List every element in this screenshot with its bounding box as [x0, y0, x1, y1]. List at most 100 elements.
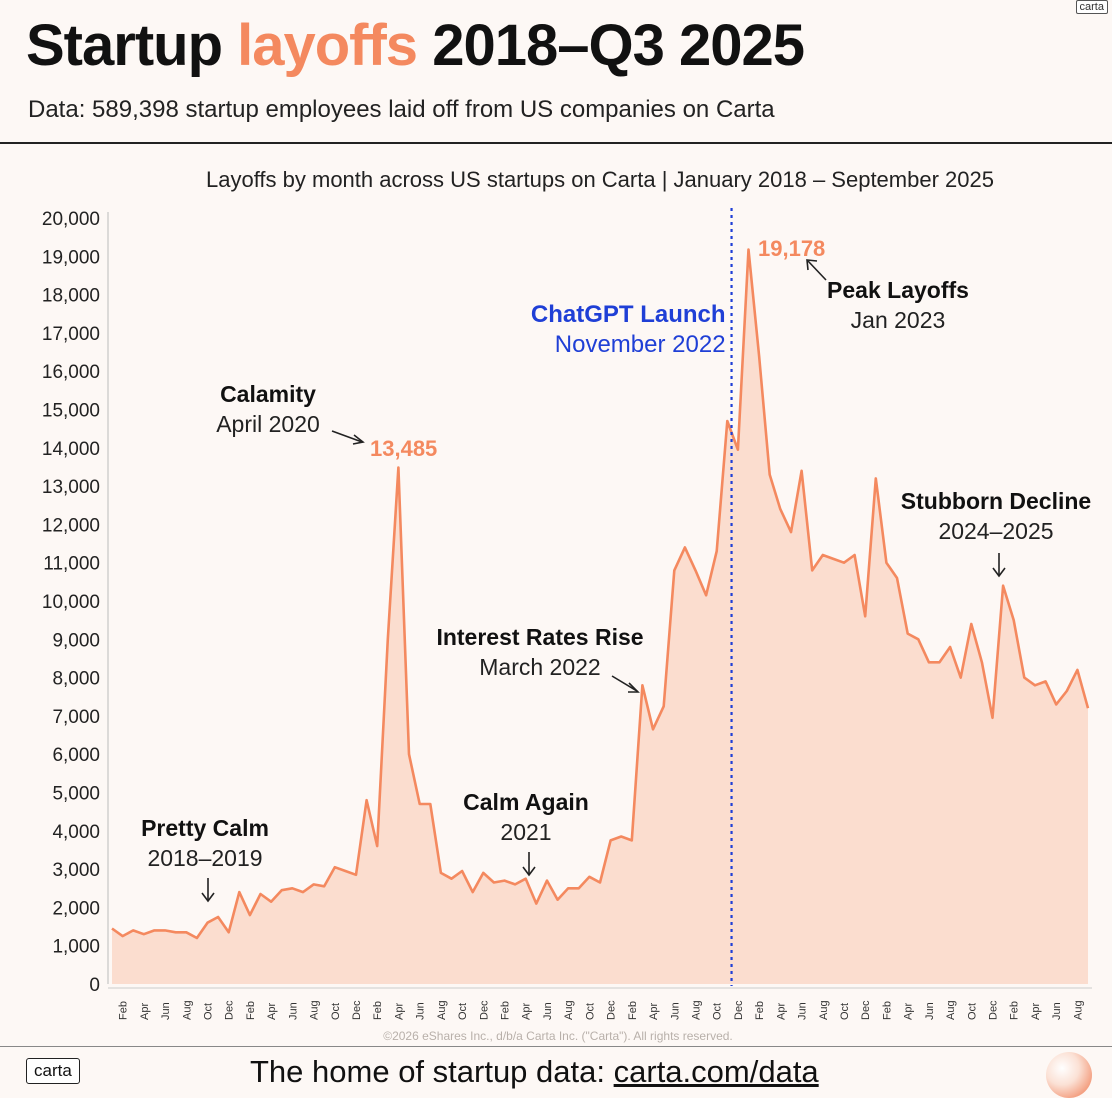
x-tick-label: Apr	[775, 1003, 787, 1020]
footer-tagline: The home of startup data: carta.com/data	[250, 1054, 819, 1090]
chatgpt-line-group: ChatGPT Launch November 2022	[531, 208, 733, 986]
x-tick-label: Aug	[690, 1000, 702, 1020]
annotation-calamity-title: Calamity	[220, 381, 316, 407]
header-divider	[0, 142, 1112, 144]
x-tick-label: Feb	[372, 1001, 384, 1020]
y-tick-label: 20,000	[42, 209, 100, 230]
x-tick-label: Jun	[542, 1002, 554, 1020]
arrow-right-icon	[331, 430, 365, 445]
x-tick-label: Oct	[330, 1003, 342, 1020]
y-tick-label: 4,000	[52, 822, 100, 843]
x-tick-label: Apr	[648, 1003, 660, 1020]
x-tick-label: Jun	[287, 1002, 299, 1020]
x-tick-label: Feb	[118, 1001, 130, 1020]
y-tick-label: 7,000	[52, 707, 100, 728]
title-post: 2018–Q3 2025	[432, 13, 805, 78]
x-tick-label: Dec	[351, 1000, 363, 1020]
y-tick-label: 15,000	[42, 401, 100, 422]
x-tick-label: Oct	[839, 1003, 851, 1020]
chatgpt-label: ChatGPT Launch	[531, 301, 726, 328]
layoffs-area	[112, 249, 1088, 984]
annotation-peak-title: Peak Layoffs	[827, 277, 969, 303]
arrow-down-icon	[522, 852, 536, 877]
x-tick-label: Oct	[202, 1003, 214, 1020]
x-tick-label: Aug	[818, 1000, 830, 1020]
x-tick-label: Oct	[457, 1003, 469, 1020]
x-tick-label: Jun	[669, 1002, 681, 1020]
y-tick-label: 19,000	[42, 247, 100, 268]
x-tick-label: Dec	[224, 1000, 236, 1020]
x-tick-label: Apr	[521, 1003, 533, 1020]
annotation-calamity-sub: April 2020	[216, 411, 320, 437]
arrow-up-left-icon	[806, 259, 827, 281]
annotation-calm-again: Calm Again 2021	[463, 789, 589, 877]
y-tick-label: 3,000	[52, 860, 100, 881]
y-axis: 0 1,000 2,000 3,000 4,000 5,000 6,000 7,000 8,00…	[42, 209, 109, 996]
x-tick-label: Apr	[1030, 1003, 1042, 1020]
annotation-interest-rates-sub: March 2022	[479, 654, 600, 680]
chatgpt-date: November 2022	[555, 331, 726, 358]
arrow-down-icon	[992, 553, 1006, 578]
y-tick-label: 1,000	[52, 937, 100, 958]
y-tick-label: 5,000	[52, 784, 100, 805]
y-tick-label: 9,000	[52, 630, 100, 651]
arrow-down-icon	[201, 878, 215, 903]
x-tick-label: Aug	[309, 1000, 321, 1020]
y-tick-label: 0	[89, 975, 100, 996]
x-tick-label: Apr	[903, 1003, 915, 1020]
x-tick-label: Dec	[860, 1000, 872, 1020]
annotation-pretty-calm-sub: 2018–2019	[147, 845, 262, 871]
y-tick-label: 10,000	[42, 592, 100, 613]
x-tick-label: Aug	[181, 1000, 193, 1020]
x-tick-label: Feb	[754, 1001, 766, 1020]
annotation-interest-rates: Interest Rates Rise March 2022	[436, 624, 644, 693]
x-tick-label: Jun	[1051, 1002, 1063, 1020]
layoffs-line	[111, 248, 1090, 940]
x-tick-label: Jun	[160, 1002, 172, 1020]
carta-badge-icon	[1046, 1052, 1092, 1098]
annotation-stubborn-sub: 2024–2025	[938, 518, 1053, 544]
y-tick-label: 16,000	[42, 362, 100, 383]
footer-text: The home of startup data:	[250, 1054, 605, 1089]
y-tick-label: 17,000	[42, 324, 100, 345]
x-tick-label: Feb	[245, 1001, 257, 1020]
annotation-interest-rates-title: Interest Rates Rise	[436, 624, 643, 650]
copyright-text: ©2026 eShares Inc., d/b/a Carta Inc. ("C…	[383, 1029, 733, 1043]
x-tick-label: Apr	[139, 1003, 151, 1020]
page-title: Startup layoffs 2018–Q3 2025	[26, 6, 805, 86]
footer-link[interactable]: carta.com/data	[613, 1054, 819, 1089]
y-tick-label: 14,000	[42, 439, 100, 460]
page-subtitle: Data: 589,398 startup employees laid off…	[28, 96, 775, 123]
y-tick-label: 2,000	[52, 898, 100, 919]
annotation-peak-value: 19,178	[758, 236, 825, 261]
annotation-calm-again-sub: 2021	[500, 819, 551, 845]
y-tick-label: 8,000	[52, 669, 100, 690]
x-tick-label: Aug	[1072, 1000, 1084, 1020]
title-accent: layoffs	[237, 13, 418, 78]
x-tick-label: Feb	[627, 1001, 639, 1020]
x-axis: Feb Apr Jun Aug Oct Dec Feb Apr Jun Aug Oct Dec Feb A…	[108, 987, 1092, 1020]
x-tick-label: Dec	[988, 1000, 1000, 1020]
x-tick-label: Dec	[733, 1000, 745, 1020]
carta-logo-small: carta	[1075, 0, 1108, 14]
y-tick-label: 18,000	[42, 286, 100, 307]
x-tick-label: Feb	[881, 1001, 893, 1020]
title-pre: Startup	[26, 13, 223, 78]
x-tick-label: Dec	[478, 1000, 490, 1020]
layoffs-chart: Layoffs by month across US startups on C…	[42, 167, 1092, 1043]
x-tick-label: Jun	[924, 1002, 936, 1020]
annotation-calamity: Calamity April 2020 13,485	[216, 381, 437, 461]
chart-title: Layoffs by month across US startups on C…	[206, 167, 994, 192]
x-tick-label: Aug	[945, 1000, 957, 1020]
x-tick-label: Feb	[1009, 1001, 1021, 1020]
arrow-right-icon	[611, 675, 640, 693]
x-tick-label: Jun	[797, 1002, 809, 1020]
annotation-pretty-calm-title: Pretty Calm	[141, 815, 269, 841]
annotation-calm-again-title: Calm Again	[463, 789, 589, 815]
y-tick-label: 13,000	[42, 477, 100, 498]
annotation-stubborn-title: Stubborn Decline	[901, 488, 1091, 514]
annotation-pretty-calm: Pretty Calm 2018–2019	[141, 815, 269, 903]
x-tick-label: Feb	[500, 1001, 512, 1020]
annotation-calamity-value: 13,485	[370, 436, 437, 461]
y-tick-label: 11,000	[43, 554, 100, 575]
